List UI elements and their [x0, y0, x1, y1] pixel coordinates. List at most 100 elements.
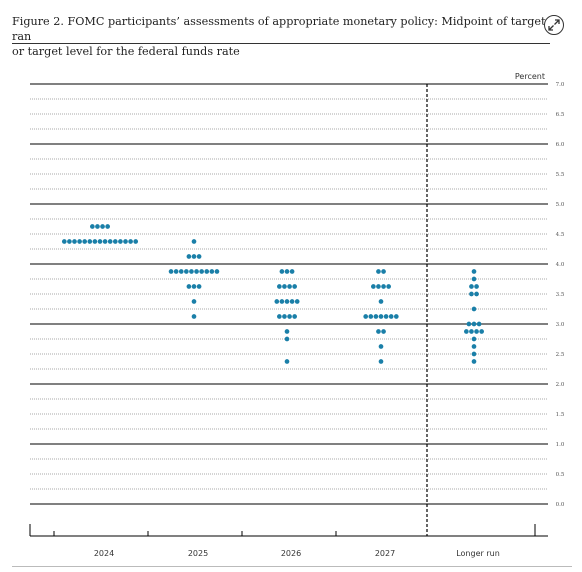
dot-mark [469, 329, 474, 334]
y-tick-label: 5.5 [556, 172, 565, 178]
dot-mark [277, 314, 282, 319]
dot-mark [61, 239, 67, 244]
gridlines [30, 83, 548, 505]
dot-mark [378, 359, 384, 364]
dot-mark [191, 239, 197, 244]
x-axis-category-labels: 2024 2025 2026 2027 Longer run [94, 549, 500, 558]
dot-mark [381, 284, 386, 289]
dot-mark [105, 224, 110, 229]
x-category-label: 2025 [188, 549, 208, 558]
x-category-label: 2026 [281, 549, 301, 558]
caption-divider [12, 43, 550, 44]
dot-mark [471, 276, 477, 282]
dot-mark [381, 269, 386, 274]
dot-mark [469, 284, 474, 289]
expand-button[interactable] [544, 15, 564, 35]
y-tick-label: 4.0 [556, 262, 565, 268]
y-axis-tick-labels: 0.0 0.5 1.0 1.5 2.0 2.5 3.0 3.5 4.0 4.5 5.0 5.5 6.0 6… [556, 82, 565, 508]
dot-mark [388, 314, 394, 319]
dot-mark [274, 299, 280, 304]
dot-mark [199, 269, 204, 274]
caption-line-1: Figure 2. FOMC participants’ assessments… [12, 15, 546, 43]
dot-mark [189, 269, 194, 274]
dot-mark [123, 239, 128, 244]
y-tick-label: 3.5 [556, 292, 565, 298]
dot-mark [82, 239, 88, 244]
dot-mark [90, 224, 95, 229]
dot-mark [371, 284, 376, 289]
y-tick-label: 0.5 [556, 472, 565, 478]
dot-mark [393, 314, 399, 319]
dot-mark [72, 239, 77, 244]
y-tick-label: 2.0 [556, 382, 565, 388]
dot-mark [282, 284, 287, 289]
dot-mark [284, 269, 290, 274]
x-category-label: 2027 [375, 549, 395, 558]
y-tick-label: 7.0 [556, 82, 565, 88]
dot-mark [277, 284, 282, 289]
x-category-label: 2024 [94, 549, 114, 558]
dot-mark [386, 284, 391, 289]
dot-mark [471, 269, 477, 274]
dot-mark [378, 299, 384, 304]
y-tick-label: 1.0 [556, 442, 565, 448]
dot-mark [279, 299, 285, 304]
dot-mark [363, 314, 369, 319]
dot-mark [186, 254, 192, 259]
dot-mark [279, 269, 285, 274]
dot-mark [284, 299, 290, 304]
dot-mark [471, 344, 477, 349]
y-axis-label: Percent [515, 72, 545, 81]
dot-mark [287, 314, 292, 319]
dot-mark [173, 269, 179, 274]
y-tick-label: 3.0 [556, 322, 565, 328]
dot-mark [196, 254, 202, 259]
dot-mark [469, 291, 474, 297]
dot-mark [204, 269, 210, 274]
dot-mark [112, 239, 118, 244]
dot-mark [383, 314, 389, 319]
dot-marks [61, 224, 484, 364]
dot-mark [476, 321, 482, 327]
dot-mark [128, 239, 133, 244]
dot-mark [376, 284, 381, 289]
dot-mark [168, 269, 174, 274]
dot-mark [191, 254, 197, 259]
dot-mark [373, 314, 379, 319]
dot-mark [471, 336, 477, 342]
dot-mark [464, 329, 469, 334]
dot-mark [474, 284, 479, 289]
dot-mark [368, 314, 374, 319]
dot-mark [191, 314, 197, 319]
dot-mark [292, 314, 297, 319]
dot-mark [107, 239, 113, 244]
dot-mark [102, 239, 108, 244]
dot-mark [196, 284, 202, 289]
dot-mark [471, 359, 477, 364]
dot-mark [471, 321, 477, 327]
y-tick-label: 6.5 [556, 112, 565, 118]
dot-mark [289, 299, 295, 304]
dot-mark [294, 299, 300, 304]
dot-mark [292, 284, 297, 289]
x-category-label: Longer run [456, 549, 500, 558]
dot-mark [284, 359, 290, 364]
dot-mark [284, 336, 290, 342]
dot-mark [214, 269, 220, 274]
dot-mark [376, 269, 381, 274]
y-tick-label: 2.5 [556, 352, 565, 358]
dot-mark [376, 329, 381, 334]
dot-mark [289, 269, 295, 274]
dot-mark [67, 239, 72, 244]
bottom-divider [12, 566, 572, 567]
y-tick-label: 0.0 [556, 502, 565, 508]
x-axis [29, 524, 548, 537]
dot-mark [378, 344, 384, 349]
dot-mark [471, 306, 477, 312]
dot-mark [479, 329, 484, 334]
dot-mark [282, 314, 287, 319]
dot-mark [209, 269, 215, 274]
dot-mark [191, 299, 197, 304]
figure-caption: Figure 2. FOMC participants’ assessments… [12, 14, 552, 59]
